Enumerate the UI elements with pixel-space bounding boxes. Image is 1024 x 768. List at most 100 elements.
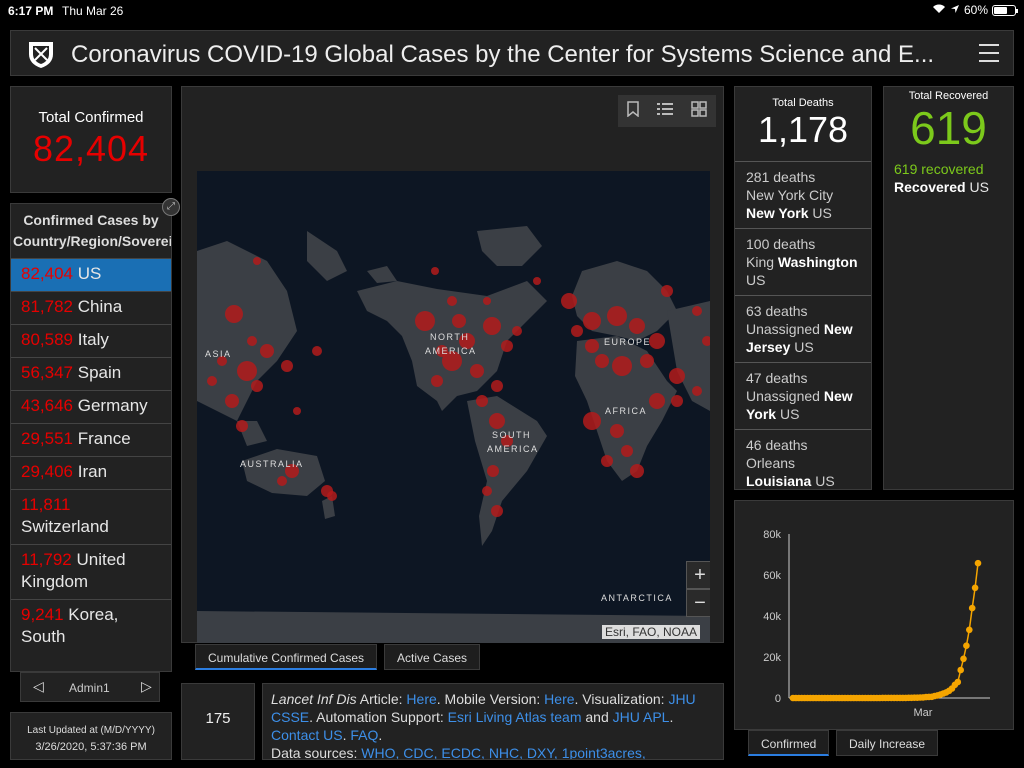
- country-list-item[interactable]: 43,646 Germany: [11, 390, 171, 423]
- deaths-list-item[interactable]: 63 deaths Unassigned New Jersey US: [735, 295, 871, 362]
- case-marker[interactable]: [253, 257, 261, 265]
- case-marker[interactable]: [431, 267, 439, 275]
- case-marker[interactable]: [312, 346, 322, 356]
- case-marker[interactable]: [612, 356, 632, 376]
- faq-link[interactable]: FAQ: [350, 727, 379, 743]
- case-marker[interactable]: [487, 465, 499, 477]
- case-marker[interactable]: [247, 336, 257, 346]
- case-marker[interactable]: [571, 325, 583, 337]
- case-marker[interactable]: [512, 326, 522, 336]
- case-marker[interactable]: [459, 333, 475, 349]
- case-marker[interactable]: [491, 505, 503, 517]
- case-marker[interactable]: [470, 364, 484, 378]
- zoom-out-button[interactable]: −: [686, 589, 710, 617]
- deaths-list-item[interactable]: 46 deaths Orleans Louisiana US: [735, 429, 871, 496]
- case-marker[interactable]: [225, 394, 239, 408]
- case-marker[interactable]: [649, 393, 665, 409]
- case-marker[interactable]: [610, 424, 624, 438]
- case-marker[interactable]: [431, 375, 443, 387]
- country-count: 29,551: [21, 429, 73, 448]
- case-marker[interactable]: [442, 351, 462, 371]
- tab-active-cases[interactable]: Active Cases: [384, 644, 481, 670]
- case-marker[interactable]: [583, 312, 601, 330]
- country-list-item[interactable]: 56,347 Spain: [11, 357, 171, 390]
- case-marker[interactable]: [225, 305, 243, 323]
- country-list-item[interactable]: 82,404 US: [11, 258, 171, 291]
- case-marker[interactable]: [281, 360, 293, 372]
- case-marker[interactable]: [533, 277, 541, 285]
- case-marker[interactable]: [595, 354, 609, 368]
- menu-icon[interactable]: [979, 44, 999, 62]
- living-atlas-link[interactable]: Esri Living Atlas team: [447, 709, 582, 725]
- deaths-list-item[interactable]: 47 deaths Unassigned New York US: [735, 362, 871, 429]
- case-marker[interactable]: [692, 306, 702, 316]
- case-marker[interactable]: [692, 386, 702, 396]
- case-marker[interactable]: [436, 345, 448, 357]
- pager-prev-icon[interactable]: ◁: [33, 678, 44, 694]
- deaths-list-item[interactable]: 100 deaths King Washington US: [735, 228, 871, 295]
- case-marker[interactable]: [217, 356, 227, 366]
- case-marker[interactable]: [501, 435, 513, 447]
- case-marker[interactable]: [207, 376, 217, 386]
- country-list-item[interactable]: 81,782 China: [11, 291, 171, 324]
- case-marker[interactable]: [491, 380, 503, 392]
- case-marker[interactable]: [482, 486, 492, 496]
- mobile-link[interactable]: Here: [544, 691, 575, 707]
- case-marker[interactable]: [583, 412, 601, 430]
- case-marker[interactable]: [285, 464, 299, 478]
- case-marker[interactable]: [476, 395, 488, 407]
- zoom-in-button[interactable]: +: [686, 561, 710, 589]
- case-marker[interactable]: [671, 395, 683, 407]
- article-link[interactable]: Here: [406, 691, 437, 707]
- basemap-gallery-icon[interactable]: [691, 100, 707, 122]
- case-marker[interactable]: [661, 285, 673, 297]
- contact-link[interactable]: Contact US: [271, 727, 343, 743]
- case-marker[interactable]: [237, 361, 257, 381]
- case-marker[interactable]: [251, 380, 263, 392]
- legend-list-icon[interactable]: [657, 102, 673, 121]
- case-marker[interactable]: [561, 293, 577, 309]
- country-list-item[interactable]: 11,792 United Kingdom: [11, 544, 171, 599]
- country-name: Switzerland: [21, 517, 109, 536]
- expand-icon[interactable]: ⤢: [162, 198, 180, 216]
- world-map[interactable]: ASIA NORTH AMERICA EUROPE AFRICA SOUTH A…: [197, 171, 710, 643]
- case-marker[interactable]: [489, 413, 505, 429]
- case-marker[interactable]: [629, 318, 645, 334]
- deaths-list-item[interactable]: 281 deaths New York City New York US: [735, 161, 871, 228]
- tab-daily-increase[interactable]: Daily Increase: [836, 730, 939, 756]
- country-list-item[interactable]: 29,551 France: [11, 423, 171, 456]
- case-marker[interactable]: [501, 340, 513, 352]
- case-marker[interactable]: [483, 297, 491, 305]
- bookmark-icon[interactable]: [627, 100, 639, 122]
- case-marker[interactable]: [293, 407, 301, 415]
- case-marker[interactable]: [601, 455, 613, 467]
- case-marker[interactable]: [483, 317, 501, 335]
- case-marker[interactable]: [277, 476, 287, 486]
- recovered-list-item: 619 recovered Recovered US: [884, 154, 1013, 196]
- case-marker[interactable]: [452, 314, 466, 328]
- total-confirmed-label: Total Confirmed: [38, 109, 144, 126]
- case-marker[interactable]: [585, 339, 599, 353]
- country-list-item[interactable]: 29,406 Iran: [11, 456, 171, 489]
- pager-next-icon[interactable]: ▷: [141, 678, 152, 694]
- case-marker[interactable]: [640, 354, 654, 368]
- case-marker[interactable]: [447, 296, 457, 306]
- case-marker[interactable]: [649, 333, 665, 349]
- case-marker[interactable]: [702, 336, 710, 346]
- case-marker[interactable]: [621, 445, 633, 457]
- case-marker[interactable]: [236, 420, 248, 432]
- country-list-item[interactable]: 80,589 Italy: [11, 324, 171, 357]
- sources-links[interactable]: WHO, CDC, ECDC, NHC, DXY, 1point3acres,: [361, 745, 646, 760]
- jhu-apl-link[interactable]: JHU APL: [612, 709, 670, 725]
- country-list-item[interactable]: 9,241 Korea, South: [11, 599, 171, 654]
- case-marker[interactable]: [415, 311, 435, 331]
- case-marker[interactable]: [327, 491, 337, 501]
- case-marker[interactable]: [607, 306, 627, 326]
- case-marker[interactable]: [260, 344, 274, 358]
- tab-cumulative-confirmed[interactable]: Cumulative Confirmed Cases: [195, 644, 378, 670]
- case-marker[interactable]: [669, 368, 685, 384]
- tab-confirmed[interactable]: Confirmed: [748, 730, 830, 756]
- jhu-csse-link[interactable]: JHU CSSE: [271, 691, 696, 725]
- case-marker[interactable]: [630, 464, 644, 478]
- country-list-item[interactable]: 11,811 Switzerland: [11, 489, 171, 544]
